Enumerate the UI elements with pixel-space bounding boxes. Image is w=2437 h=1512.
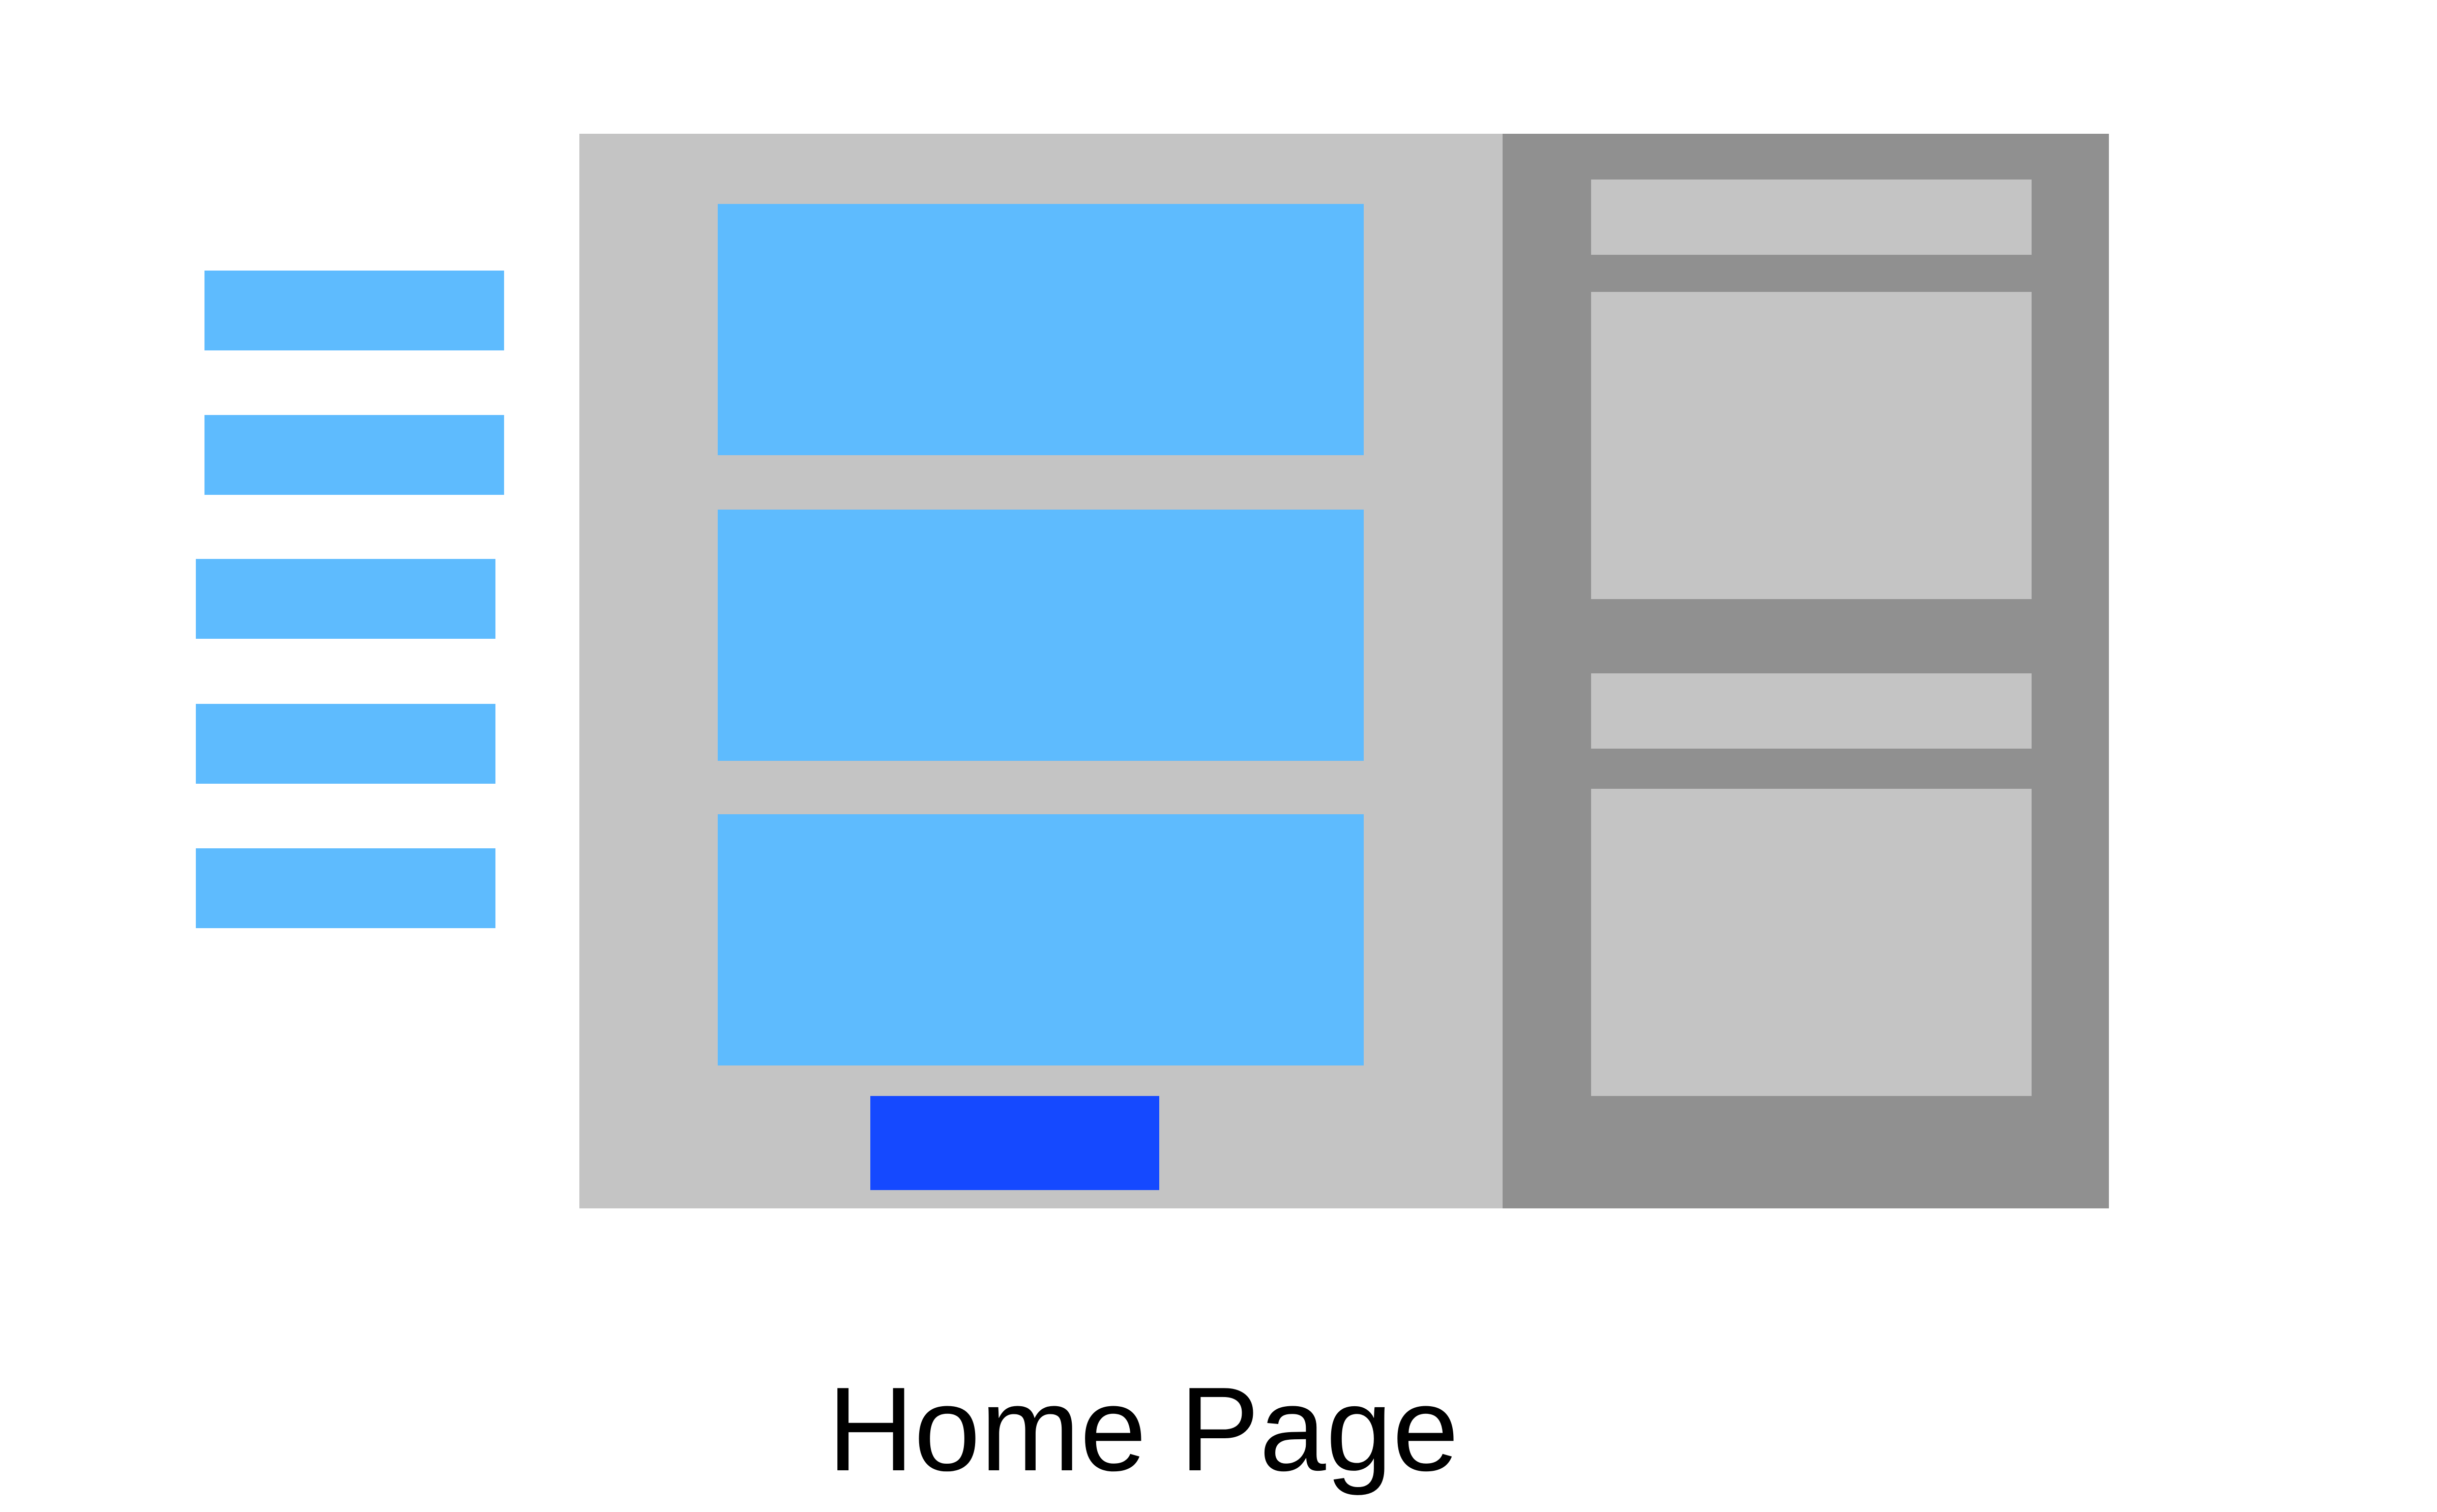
- nav-menu: [196, 271, 511, 932]
- nav-item-3[interactable]: [196, 559, 495, 639]
- nav-item-5[interactable]: [196, 848, 495, 928]
- nav-item-4[interactable]: [196, 704, 495, 784]
- page-caption: Home Page: [828, 1362, 1459, 1496]
- content-block-3[interactable]: [718, 814, 1364, 1065]
- sidebar-card-2[interactable]: [1591, 789, 2032, 1096]
- nav-item-1[interactable]: [204, 271, 504, 350]
- content-block-2[interactable]: [718, 510, 1364, 761]
- sidebar-card-1[interactable]: [1591, 292, 2032, 599]
- primary-action-button[interactable]: [870, 1096, 1159, 1190]
- content-block-1[interactable]: [718, 204, 1364, 455]
- sidebar-header-2: [1591, 673, 2032, 749]
- nav-item-2[interactable]: [204, 415, 504, 495]
- sidebar-header-1: [1591, 180, 2032, 255]
